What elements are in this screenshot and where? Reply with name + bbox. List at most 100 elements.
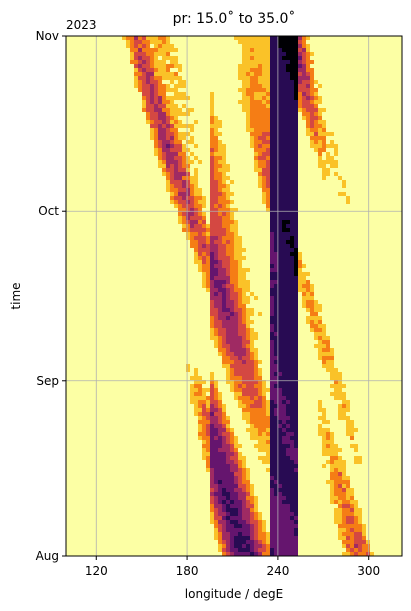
- heat-cell: [362, 140, 367, 145]
- heat-cell: [286, 108, 291, 113]
- heat-cell: [310, 144, 315, 149]
- heat-cell: [238, 204, 243, 209]
- heat-cell: [114, 100, 119, 105]
- heat-cell: [314, 148, 319, 153]
- heat-cell: [202, 40, 207, 45]
- heat-cell: [354, 200, 359, 205]
- heat-cell: [294, 128, 299, 133]
- heat-cell: [170, 120, 175, 125]
- heat-cell: [354, 148, 359, 153]
- heat-cell: [150, 236, 155, 241]
- heat-cell: [86, 180, 91, 185]
- heat-cell: [186, 216, 191, 221]
- heat-cell: [114, 56, 119, 61]
- heat-cell: [386, 100, 391, 105]
- heat-cell: [102, 160, 107, 165]
- heat-cell: [74, 184, 79, 189]
- heat-cell: [166, 216, 171, 221]
- heat-cell: [326, 36, 331, 41]
- heat-cell: [150, 248, 155, 253]
- heat-cell: [398, 76, 403, 81]
- heat-cell: [98, 192, 103, 197]
- heat-cell: [374, 216, 379, 221]
- heat-cell: [342, 260, 347, 265]
- heat-cell: [134, 144, 139, 149]
- heat-cell: [382, 100, 387, 105]
- heat-cell: [386, 176, 391, 181]
- heat-cell: [214, 152, 219, 157]
- heat-cell: [210, 96, 215, 101]
- heat-cell: [274, 108, 279, 113]
- heat-cell: [142, 144, 147, 149]
- heat-cell: [306, 140, 311, 145]
- heat-cell: [282, 188, 287, 193]
- heat-cell: [226, 64, 231, 69]
- heat-cell: [346, 84, 351, 89]
- heat-cell: [342, 56, 347, 61]
- heat-cell: [270, 172, 275, 177]
- heat-cell: [74, 272, 79, 277]
- heat-cell: [146, 164, 151, 169]
- heat-cell: [262, 212, 267, 217]
- heat-cell: [306, 204, 311, 209]
- heat-cell: [222, 168, 227, 173]
- heat-cell: [198, 44, 203, 49]
- heat-cell: [242, 120, 247, 125]
- heat-cell: [378, 196, 383, 201]
- heat-cell: [126, 252, 131, 257]
- heat-cell: [282, 68, 287, 73]
- heat-cell: [82, 104, 87, 109]
- heat-cell: [226, 200, 231, 205]
- heat-cell: [294, 88, 299, 93]
- heat-cell: [270, 76, 275, 81]
- heat-cell: [118, 212, 123, 217]
- heat-cell: [282, 84, 287, 89]
- heat-cell: [126, 72, 131, 77]
- heat-cell: [250, 168, 255, 173]
- heat-cell: [146, 172, 151, 177]
- heat-cell: [282, 104, 287, 109]
- heat-cell: [246, 44, 251, 49]
- heat-cell: [378, 208, 383, 213]
- heat-cell: [382, 268, 387, 273]
- heat-cell: [198, 48, 203, 53]
- heat-cell: [278, 200, 283, 205]
- heat-cell: [294, 96, 299, 101]
- heat-cell: [306, 252, 311, 257]
- heat-cell: [202, 88, 207, 93]
- heat-cell: [154, 236, 159, 241]
- heat-cell: [154, 92, 159, 97]
- heat-cell: [110, 156, 115, 161]
- heat-cell: [122, 220, 127, 225]
- heat-cell: [110, 84, 115, 89]
- heat-cell: [230, 40, 235, 45]
- heat-cell: [146, 92, 151, 97]
- heat-cell: [338, 224, 343, 229]
- heat-cell: [110, 72, 115, 77]
- heat-cell: [250, 52, 255, 57]
- heat-cell: [306, 96, 311, 101]
- heat-cell: [358, 120, 363, 125]
- heat-cell: [382, 228, 387, 233]
- heat-cell: [150, 216, 155, 221]
- heat-cell: [226, 84, 231, 89]
- heat-cell: [218, 132, 223, 137]
- heat-cell: [162, 228, 167, 233]
- heat-cell: [186, 64, 191, 69]
- heat-cell: [298, 256, 303, 261]
- heat-cell: [190, 84, 195, 89]
- heat-cell: [298, 108, 303, 113]
- heat-cell: [146, 256, 151, 261]
- heat-cell: [338, 176, 343, 181]
- heat-cell: [70, 176, 75, 181]
- heat-cell: [130, 80, 135, 85]
- heat-cell: [74, 100, 79, 105]
- heat-cell: [98, 252, 103, 257]
- heat-cell: [322, 52, 327, 57]
- heat-cell: [278, 144, 283, 149]
- heat-cell: [82, 260, 87, 265]
- heat-cell: [254, 268, 259, 273]
- heat-cell: [182, 196, 187, 201]
- heat-cell: [162, 144, 167, 149]
- heat-cell: [266, 224, 271, 229]
